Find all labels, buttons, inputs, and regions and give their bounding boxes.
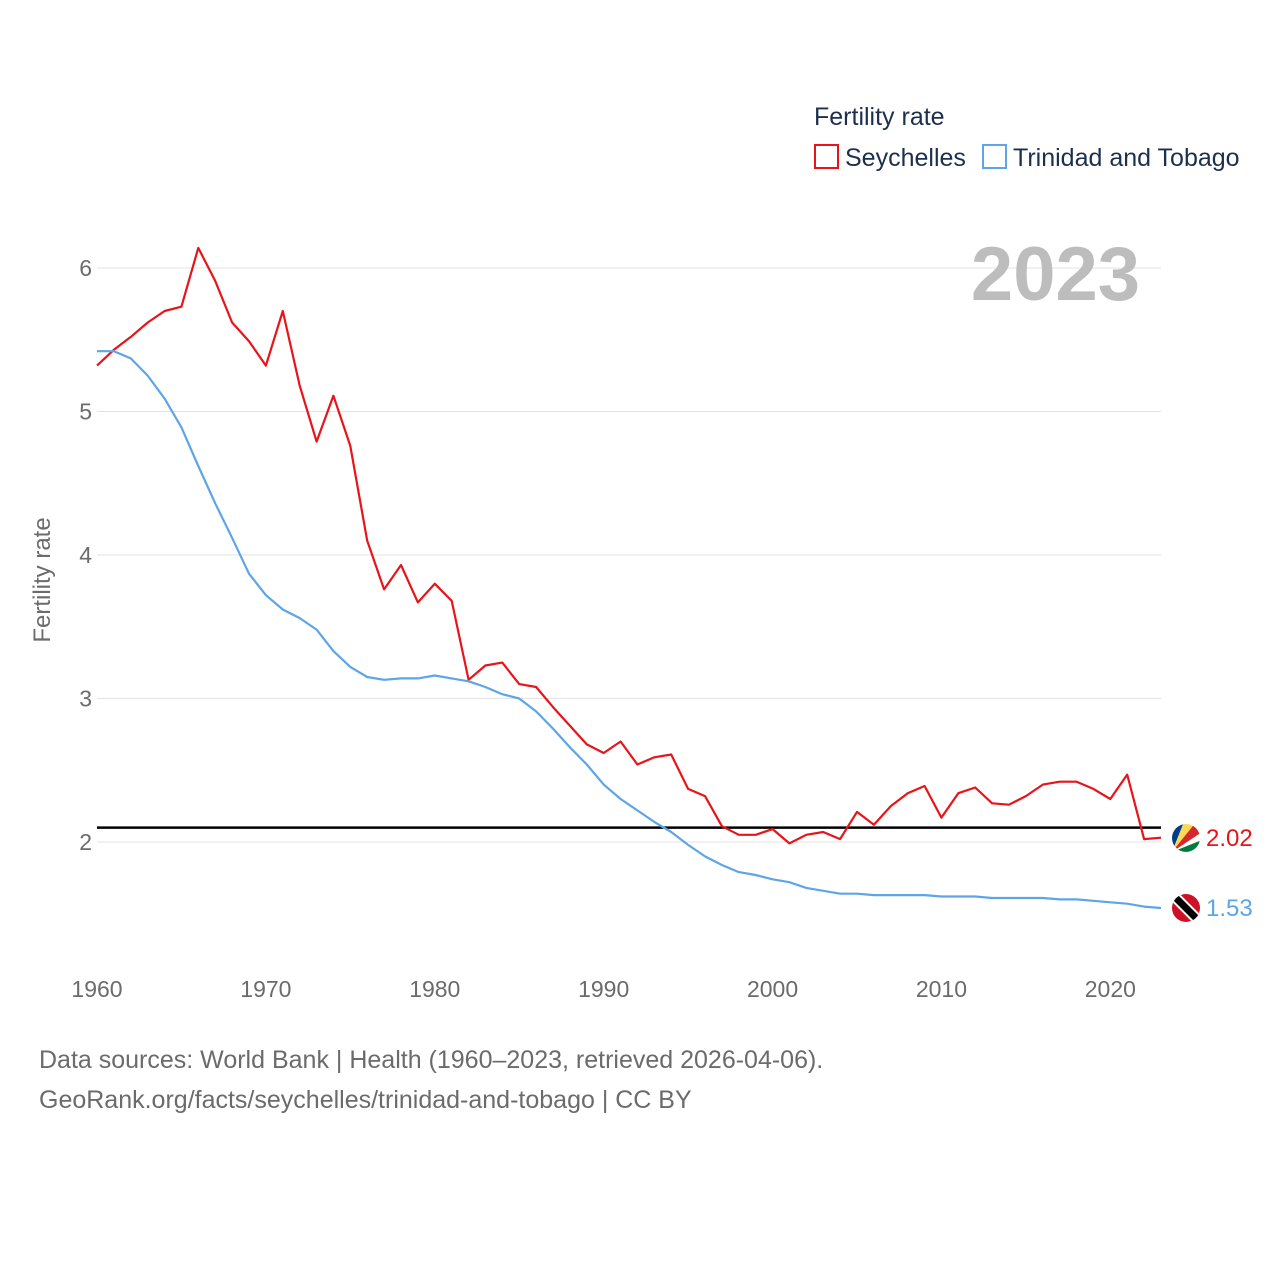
series-line-trinidad-and-tobago[interactable] — [97, 350, 1162, 910]
x-tick-label: 2000 — [747, 976, 798, 1002]
seychelles-flag-icon — [1172, 824, 1200, 852]
y-axis-title: Fertility rate — [29, 517, 56, 642]
current-year-label: 2023 — [971, 232, 1140, 317]
y-tick-label: 2 — [79, 829, 92, 855]
x-axis-ticks: 1960 1970 1980 1990 2000 2010 2020 — [71, 976, 1136, 1002]
gridlines — [97, 267, 1161, 843]
legend-item-trinidad-and-tobago[interactable]: Trinidad and Tobago — [982, 144, 1240, 172]
legend-label-trinidad-and-tobago: Trinidad and Tobago — [1013, 144, 1240, 172]
x-tick-label: 1970 — [240, 976, 291, 1002]
y-tick-label: 3 — [79, 686, 92, 712]
data-sources-text: Data sources: World Bank | Health (1960–… — [39, 1046, 824, 1074]
x-tick-label: 1980 — [409, 976, 460, 1002]
x-tick-label: 1990 — [578, 976, 629, 1002]
legend-swatch-trinidad-and-tobago — [982, 144, 1007, 169]
footer: Data sources: World Bank | Health (1960–… — [39, 1040, 823, 1120]
seychelles-end-value: 2.02 — [1206, 825, 1253, 852]
y-tick-label: 4 — [79, 542, 92, 568]
legend-label-seychelles: Seychelles — [845, 144, 966, 172]
x-tick-label: 2010 — [916, 976, 967, 1002]
legend: Fertility rate Seychelles Trinidad and T… — [814, 103, 1240, 172]
series-end-seychelles: 2.02 — [1172, 824, 1253, 852]
trinidad-and-tobago-flag-icon — [1172, 894, 1200, 922]
y-axis-ticks: 2 3 4 5 6 — [79, 255, 92, 855]
trinidad-and-tobago-end-value: 1.53 — [1206, 895, 1253, 922]
y-tick-label: 6 — [79, 255, 92, 281]
series-line-seychelles[interactable] — [96, 246, 1162, 845]
series-end-trinidad-and-tobago: 1.53 — [1172, 894, 1253, 922]
x-tick-label: 1960 — [71, 976, 122, 1002]
series-lines — [96, 246, 1162, 910]
line-chart: 2 3 4 5 6 1960 1970 1980 1990 2000 2010 2020 Ferti… — [29, 103, 1253, 1002]
legend-title: Fertility rate — [814, 103, 945, 131]
x-tick-label: 2020 — [1085, 976, 1136, 1002]
legend-item-seychelles[interactable]: Seychelles — [814, 144, 966, 172]
source-link[interactable]: GeoRank.org/facts/seychelles/trinidad-an… — [39, 1086, 692, 1114]
legend-swatch-seychelles — [814, 144, 839, 169]
y-tick-label: 5 — [79, 399, 92, 425]
